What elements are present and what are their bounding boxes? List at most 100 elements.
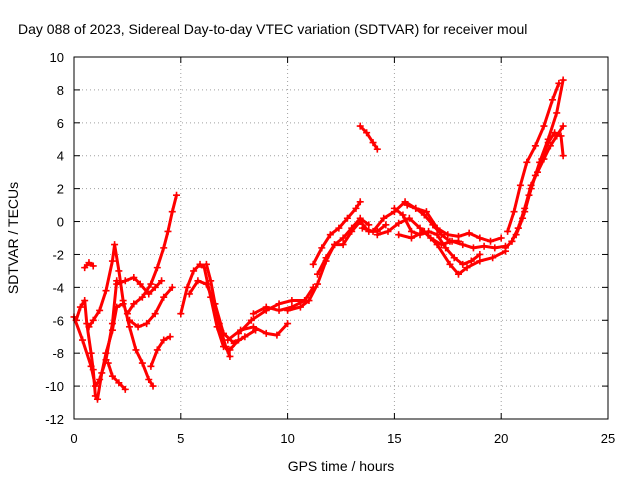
data-point [525, 191, 533, 199]
data-point [540, 122, 548, 130]
chart-title: Day 088 of 2023, Sidereal Day-to-day VTE… [18, 21, 527, 37]
data-point [222, 343, 230, 351]
data-point [356, 122, 364, 130]
data-point [147, 280, 155, 288]
data-point [454, 270, 462, 278]
series-line [311, 200, 362, 266]
data-point [416, 224, 424, 232]
data-point [480, 242, 488, 250]
data-point [215, 320, 223, 328]
y-tick-label: -2 [52, 247, 64, 262]
data-point [247, 316, 255, 324]
x-axis-label: GPS time / hours [288, 458, 395, 474]
data-point [356, 198, 364, 206]
data-point [211, 300, 219, 308]
data-point [523, 158, 531, 166]
data-point [305, 297, 313, 305]
series-line [149, 335, 172, 368]
data-point [234, 329, 242, 337]
y-tick-label: -4 [52, 280, 64, 295]
data-point [476, 234, 484, 242]
data-point [153, 346, 161, 354]
data-point [138, 293, 146, 301]
y-tick-label: -6 [52, 313, 64, 328]
y-tick-label: 4 [57, 149, 64, 164]
data-point [168, 283, 176, 291]
data-point [335, 224, 343, 232]
series-line [286, 220, 388, 312]
data-point [275, 300, 283, 308]
data-point [519, 214, 527, 222]
data-point [369, 139, 377, 147]
data-point [491, 244, 499, 252]
x-tick-label: 5 [177, 431, 184, 446]
data-point [548, 96, 556, 104]
data-point [164, 227, 172, 235]
y-tick-label: 10 [50, 50, 64, 65]
data-point [508, 237, 516, 245]
y-tick-label: 6 [57, 116, 64, 131]
data-point [504, 227, 512, 235]
data-point [437, 231, 445, 239]
data-point [168, 208, 176, 216]
data-point [145, 290, 153, 298]
series-track-5 [104, 359, 129, 393]
data-point [331, 241, 339, 249]
data-point [196, 260, 204, 268]
data-point [126, 316, 134, 324]
data-point [551, 129, 559, 137]
data-point [158, 277, 166, 285]
data-point [444, 231, 452, 239]
data-point [559, 76, 567, 84]
data-point [111, 241, 119, 249]
data-point [538, 155, 546, 163]
series-line [106, 361, 127, 391]
data-point [459, 260, 467, 268]
series-line [251, 285, 315, 316]
data-point [454, 237, 462, 245]
data-point [249, 310, 257, 318]
data-point [318, 244, 326, 252]
data-point [510, 208, 518, 216]
data-point [89, 366, 97, 374]
series-track-23 [403, 201, 462, 245]
data-point [446, 260, 454, 268]
data-point [104, 359, 112, 367]
data-point [559, 122, 567, 130]
data-point [81, 264, 89, 272]
data-point [138, 359, 146, 367]
data-point [446, 237, 454, 245]
series-line [74, 299, 125, 401]
series-track-26 [504, 79, 563, 235]
data-point [113, 280, 121, 288]
data-point [390, 204, 398, 212]
data-point [126, 323, 134, 331]
y-tick-label: -12 [45, 412, 64, 427]
data-point [85, 259, 93, 267]
data-point [309, 260, 317, 268]
data-point [363, 129, 371, 137]
data-point [119, 297, 127, 305]
data-point [130, 300, 138, 308]
data-point [85, 323, 93, 331]
data-point [399, 211, 407, 219]
data-point [185, 290, 193, 298]
data-point [450, 254, 458, 262]
data-point [326, 231, 334, 239]
data-point [288, 297, 296, 305]
data-point [442, 244, 450, 252]
data-point [153, 264, 161, 272]
data-point [352, 204, 360, 212]
data-point [151, 283, 159, 291]
data-point [339, 234, 347, 242]
x-tick-label: 15 [387, 431, 401, 446]
data-point [190, 267, 198, 275]
data-point [420, 211, 428, 219]
data-point [183, 283, 191, 291]
data-point [407, 227, 415, 235]
data-point [96, 306, 104, 314]
data-point [241, 333, 249, 341]
data-point [113, 303, 121, 311]
data-point [384, 227, 392, 235]
